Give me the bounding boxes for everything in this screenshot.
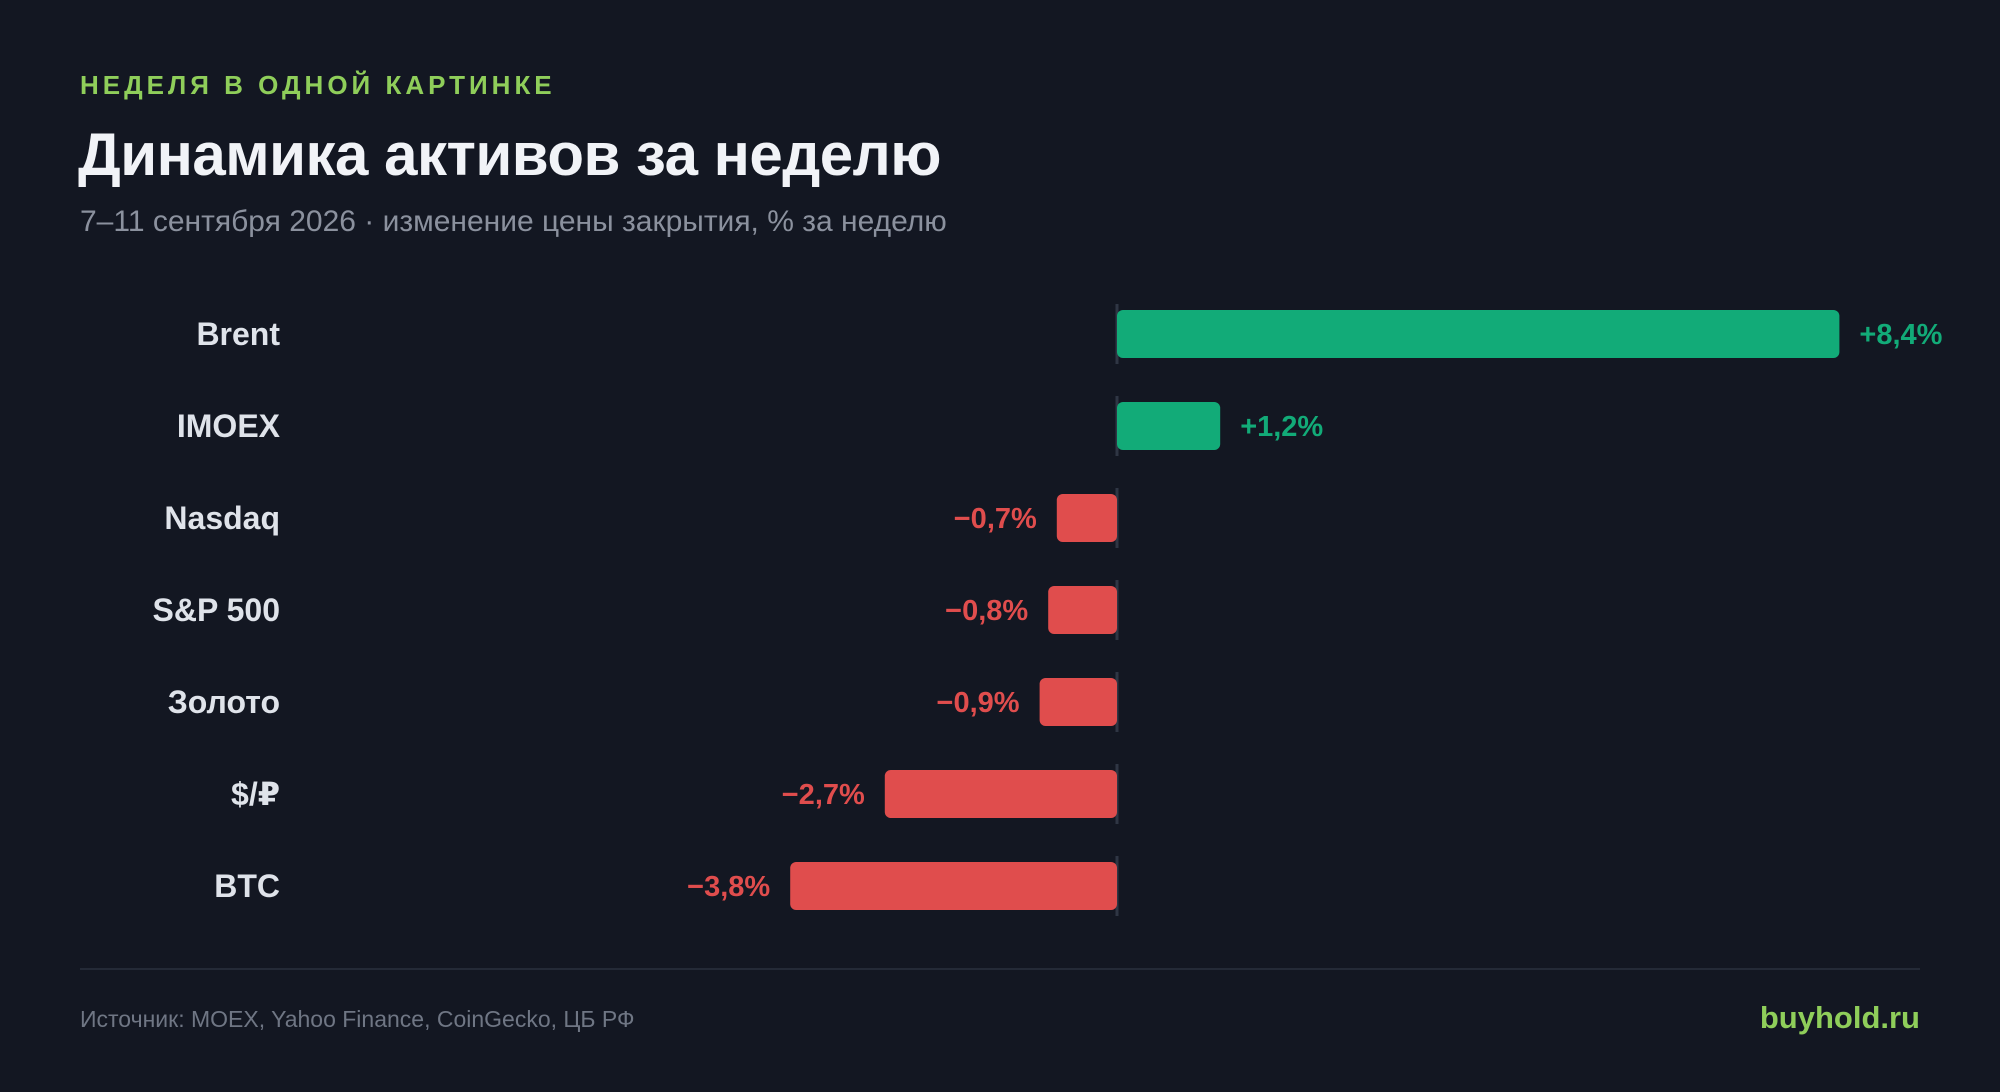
bar	[884, 770, 1117, 818]
category-label: Nasdaq	[164, 500, 280, 536]
bar	[1117, 310, 1840, 358]
value-label: −0,8%	[945, 595, 1028, 627]
value-label: −0,9%	[937, 687, 1020, 719]
bar	[1056, 494, 1117, 542]
bar	[1048, 586, 1117, 634]
bar	[1039, 678, 1117, 726]
category-label: $/₽	[231, 776, 280, 812]
value-label: −3,8%	[687, 871, 770, 903]
category-label: S&P 500	[153, 592, 281, 628]
category-label: Brent	[196, 316, 280, 352]
source-note: Источник: MOEX, Yahoo Finance, CoinGecko…	[80, 1006, 635, 1032]
value-label: −0,7%	[954, 503, 1037, 535]
value-label: +8,4%	[1859, 319, 1942, 351]
bar	[790, 862, 1117, 910]
category-label: IMOEX	[177, 408, 281, 444]
brand-link[interactable]: buyhold.ru	[1759, 1000, 1920, 1035]
value-label: +1,2%	[1240, 411, 1323, 443]
category-label: Золото	[168, 684, 280, 720]
category-label: BTC	[214, 868, 280, 904]
bar	[1117, 402, 1221, 450]
chart-kicker: НЕДЕЛЯ В ОДНОЙ КАРТИНКЕ	[80, 70, 556, 100]
footer-divider	[80, 968, 1920, 970]
chart-title: Динамика активов за неделю	[78, 121, 942, 188]
chart-subtitle: 7–11 сентября 2026 · изменение цены закр…	[80, 205, 947, 238]
value-label: −2,7%	[782, 779, 865, 811]
